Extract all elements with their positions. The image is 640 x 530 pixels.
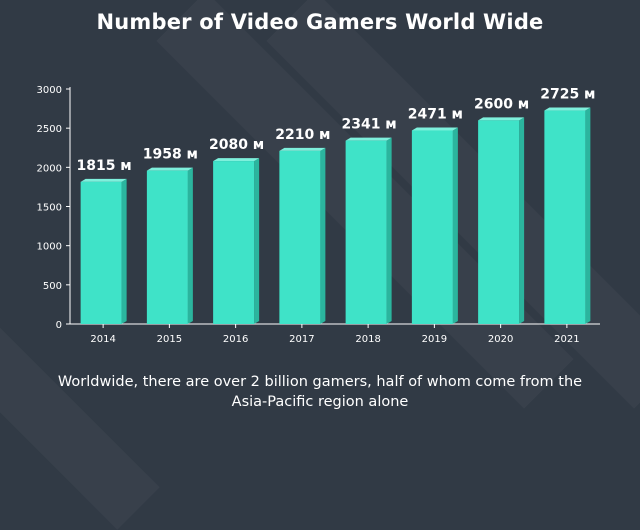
x-tick-label: 2020 <box>488 334 513 345</box>
bar-top <box>345 137 392 141</box>
data-label: 2471 м <box>408 106 463 122</box>
bar <box>146 170 188 324</box>
data-label: 1815 м <box>76 158 131 174</box>
bar-side <box>585 107 591 325</box>
x-tick-label: 2018 <box>355 334 380 345</box>
chart-title: Number of Video Gamers World Wide <box>96 10 544 34</box>
bar-side <box>519 117 525 324</box>
bar-side <box>320 147 326 324</box>
bar-top <box>478 117 525 121</box>
data-label: 2080 м <box>209 137 264 153</box>
bar <box>80 181 122 324</box>
x-tick-label: 2019 <box>422 334 447 345</box>
chart-caption: Worldwide, there are over 2 billion game… <box>57 374 583 410</box>
bar-top <box>213 158 260 162</box>
data-label: 2341 м <box>341 117 396 133</box>
data-label: 2210 м <box>275 127 330 143</box>
bar-side <box>452 127 458 325</box>
x-tick-label: 2016 <box>223 334 248 345</box>
y-tick-label: 500 <box>43 281 62 292</box>
bar <box>411 130 453 324</box>
data-label: 1958 м <box>143 147 198 163</box>
bar-side <box>121 178 127 324</box>
x-tick-label: 2014 <box>90 334 115 345</box>
bar-side <box>254 158 260 324</box>
bar-top <box>411 127 458 131</box>
bar-top <box>146 167 193 171</box>
bar <box>279 150 321 324</box>
y-tick-label: 2000 <box>37 163 62 174</box>
bar-top <box>544 107 591 111</box>
bar <box>544 110 586 325</box>
bar-top <box>80 178 127 182</box>
bar-side <box>386 137 392 324</box>
x-tick-label: 2017 <box>289 334 314 345</box>
data-label: 2725 м <box>540 87 595 103</box>
x-tick-label: 2015 <box>157 334 182 345</box>
y-tick-label: 3000 <box>37 85 62 96</box>
bar <box>345 140 387 324</box>
y-tick-label: 2500 <box>37 124 62 135</box>
bar <box>478 120 520 324</box>
y-tick-label: 0 <box>56 320 62 331</box>
bar-top <box>279 147 326 151</box>
y-tick-label: 1000 <box>37 242 62 253</box>
bar-chart: 0 500 1000 1500 2000 2500 3000 1815 м 2014 1958 м… <box>37 85 600 345</box>
bar-side <box>187 167 193 324</box>
bar <box>213 161 255 324</box>
y-tick-label: 1500 <box>37 203 62 214</box>
x-tick-label: 2021 <box>554 334 579 345</box>
data-label: 2600 м <box>474 96 529 112</box>
